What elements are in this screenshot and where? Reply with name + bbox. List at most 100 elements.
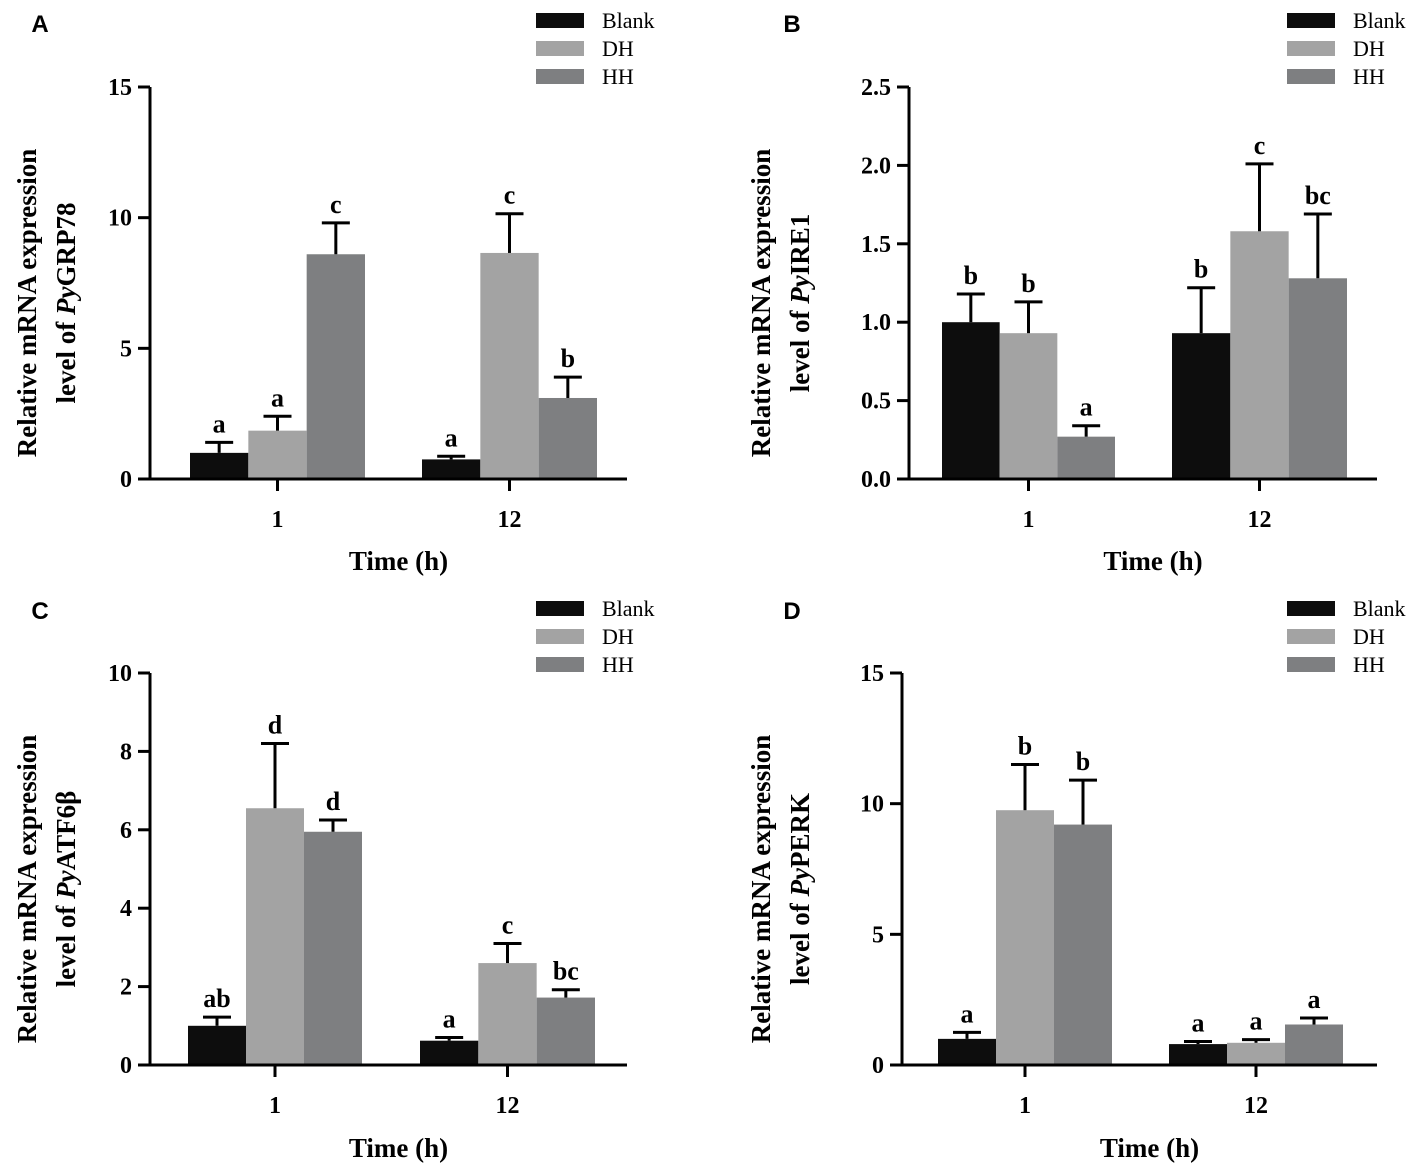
significance-label-dh-1: b: [1021, 269, 1035, 298]
x-axis-title: Time (h): [1103, 546, 1202, 576]
significance-label-blank-12: a: [445, 423, 458, 452]
legend-label-blank: Blank: [602, 8, 655, 33]
y-axis-title-species: Py: [51, 869, 81, 899]
bar-blank-1: [188, 1025, 246, 1065]
significance-label-hh-1: b: [1076, 747, 1090, 776]
significance-label-dh-12: c: [1254, 131, 1266, 160]
y-axis-title-line1: Relative mRNA expression: [12, 149, 42, 457]
legend-label-dh: DH: [1353, 36, 1385, 61]
legend-label-blank: Blank: [1353, 8, 1406, 33]
bar-dh-12: [1230, 231, 1289, 479]
x-axis-title: Time (h): [349, 546, 448, 576]
x-axis-title: Time (h): [349, 1133, 448, 1163]
x-tick-label: 1: [1019, 1093, 1031, 1119]
significance-label-hh-12: b: [561, 344, 575, 373]
chart-panel-a: A Blank DH HH a a c 1 a c b 12 0 5 10 15 Time (h) Relativ…: [12, 8, 655, 576]
bar-dh-1: [996, 810, 1054, 1065]
significance-label-blank-1: b: [964, 261, 978, 290]
y-tick-label: 15: [860, 661, 884, 687]
y-tick-label: 6: [120, 818, 132, 844]
bar-blank-1: [938, 1038, 996, 1065]
significance-label-blank-12: b: [1194, 255, 1208, 284]
y-tick-label: 0: [120, 467, 132, 493]
legend-swatch-dh: [1287, 629, 1335, 644]
legend-label-hh: HH: [602, 652, 634, 677]
bar-hh-1: [304, 831, 362, 1065]
legend-swatch-dh: [536, 41, 584, 56]
significance-label-blank-12: a: [1192, 1008, 1205, 1037]
significance-label-dh-12: a: [1250, 1007, 1263, 1036]
legend-swatch-blank: [1287, 601, 1335, 616]
y-axis-title-prefix: level of: [785, 304, 815, 392]
legend-swatch-hh: [536, 69, 584, 84]
bar-hh-1: [1057, 436, 1115, 479]
legend-swatch-dh: [1287, 41, 1335, 56]
y-tick-label: 10: [860, 792, 884, 818]
bar-blank-12: [1169, 1044, 1227, 1065]
legend-label-dh: DH: [602, 36, 634, 61]
legend-label-blank: Blank: [602, 596, 655, 621]
y-axis-title-line2: level of PyGRP78: [51, 203, 81, 404]
y-axis-title-prefix: level of: [51, 315, 81, 403]
y-axis-title-gene: GRP78: [51, 203, 81, 287]
y-axis-title-line2: level of PyATF6β: [51, 791, 81, 988]
y-tick-label: 2: [120, 975, 132, 1001]
bar-blank-12: [1172, 333, 1231, 479]
legend-swatch-hh: [536, 657, 584, 672]
y-axis-title-line1: Relative mRNA expression: [12, 735, 42, 1043]
y-tick-label: 1.5: [861, 232, 891, 258]
y-tick-label: 2.5: [861, 75, 891, 101]
panel-letter: A: [31, 11, 48, 38]
y-axis-title-gene: PERK: [785, 793, 815, 868]
chart-panel-c: C Blank DH HH ab d d 1 a c bc 12 0 2 4 6 8 10 Time (h) Rela…: [12, 596, 655, 1163]
panel-letter: C: [31, 598, 48, 625]
x-tick-label: 12: [498, 507, 522, 533]
x-tick-label: 1: [269, 1093, 281, 1119]
y-axis-title-prefix: level of: [785, 897, 815, 985]
bar-dh-12: [1227, 1042, 1285, 1065]
significance-label-hh-1: d: [326, 787, 341, 816]
bar-hh-12: [1285, 1024, 1343, 1065]
x-axis-title: Time (h): [1100, 1133, 1199, 1163]
bar-dh-12: [478, 963, 537, 1065]
y-tick-label: 0.0: [861, 467, 891, 493]
panel-letter: B: [783, 11, 800, 38]
y-tick-label: 0: [120, 1053, 132, 1079]
bar-dh-1: [246, 808, 304, 1065]
legend-label-hh: HH: [1353, 652, 1385, 677]
x-tick-label: 12: [1244, 1093, 1268, 1119]
y-tick-label: 4: [120, 896, 132, 922]
legend-swatch-blank: [1287, 13, 1335, 28]
y-axis-title-prefix: level of: [51, 899, 81, 987]
significance-label-hh-1: c: [330, 190, 342, 219]
bar-blank-12: [420, 1040, 479, 1065]
y-axis-title-species: Py: [785, 867, 815, 897]
y-axis-title-line1: Relative mRNA expression: [746, 735, 776, 1043]
significance-label-blank-1: a: [961, 999, 974, 1028]
y-tick-label: 15: [108, 75, 132, 101]
significance-label-dh-12: c: [502, 910, 514, 939]
bar-dh-1: [999, 333, 1058, 479]
legend-label-hh: HH: [602, 64, 634, 89]
significance-label-blank-1: ab: [203, 984, 230, 1013]
y-axis-title-species: Py: [785, 274, 815, 304]
y-tick-label: 8: [120, 739, 132, 765]
x-tick-label: 1: [1023, 507, 1035, 533]
significance-label-dh-12: c: [504, 181, 516, 210]
bar-hh-12: [1288, 278, 1347, 479]
x-tick-label: 1: [272, 507, 284, 533]
panel-letter: D: [783, 598, 800, 625]
bar-hh-1: [1054, 824, 1112, 1065]
legend-label-blank: Blank: [1353, 596, 1406, 621]
significance-label-dh-1: a: [271, 383, 284, 412]
significance-label-blank-12: a: [443, 1005, 456, 1034]
y-axis-title-line2: level of PyIRE1: [785, 214, 815, 392]
bar-hh-12: [536, 997, 595, 1065]
y-axis-title-gene: IRE1: [785, 214, 815, 276]
bar-hh-1: [306, 254, 365, 479]
legend-label-dh: DH: [1353, 624, 1385, 649]
bar-blank-1: [942, 322, 1000, 479]
y-tick-label: 10: [108, 206, 132, 232]
